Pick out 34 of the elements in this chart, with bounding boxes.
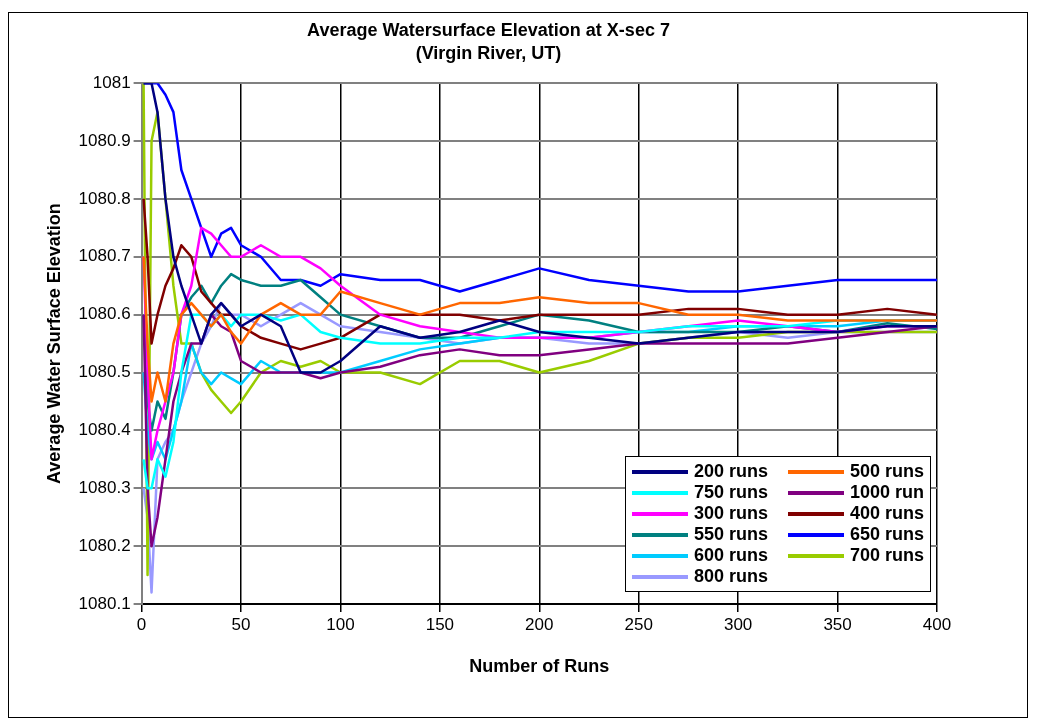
y-tick-label: 1080.3: [78, 477, 131, 497]
chart-subtitle: (Virgin River, UT): [415, 43, 562, 64]
legend-label: 300 runs: [694, 503, 769, 524]
x-tick-label: 350: [823, 614, 852, 634]
y-tick-label: 1080.7: [78, 246, 131, 266]
legend-label: 1000 run: [850, 482, 925, 503]
x-tick-label: 400: [922, 614, 952, 634]
x-tick-label: 50: [231, 614, 251, 634]
legend-label: 800 runs: [694, 566, 769, 587]
x-tick-label: 250: [624, 614, 653, 634]
x-axis-title: Number of Runs: [469, 656, 610, 677]
y-tick-label: 1080.1: [78, 593, 131, 613]
legend-label: 400 runs: [850, 503, 925, 524]
y-tick-label: 1080.8: [78, 188, 131, 208]
y-tick-label: 1081: [92, 72, 131, 92]
legend-label: 500 runs: [850, 461, 925, 482]
x-tick-label: 150: [425, 614, 455, 634]
x-tick-label: 200: [525, 614, 554, 634]
chart-title: Average Watersurface Elevation at X-sec 7: [307, 19, 670, 40]
y-tick-label: 1080.4: [78, 420, 131, 440]
legend-label: 700 runs: [850, 545, 925, 566]
legend-label: 750 runs: [694, 482, 769, 503]
y-tick-label: 1080.6: [78, 304, 131, 324]
x-tick-label: 100: [326, 614, 355, 634]
legend-label: 600 runs: [694, 545, 769, 566]
y-tick-label: 1080.5: [78, 362, 131, 382]
y-axis-title: Average Water Surface Elevation: [43, 203, 64, 484]
legend-label: 650 runs: [850, 524, 925, 545]
legend-label: 550 runs: [694, 524, 769, 545]
y-tick-label: 1080.9: [78, 130, 131, 150]
y-tick-label: 1080.2: [78, 535, 131, 555]
legend-label: 200 runs: [694, 461, 769, 482]
x-tick-label: 0: [136, 614, 147, 634]
x-tick-label: 300: [723, 614, 753, 634]
